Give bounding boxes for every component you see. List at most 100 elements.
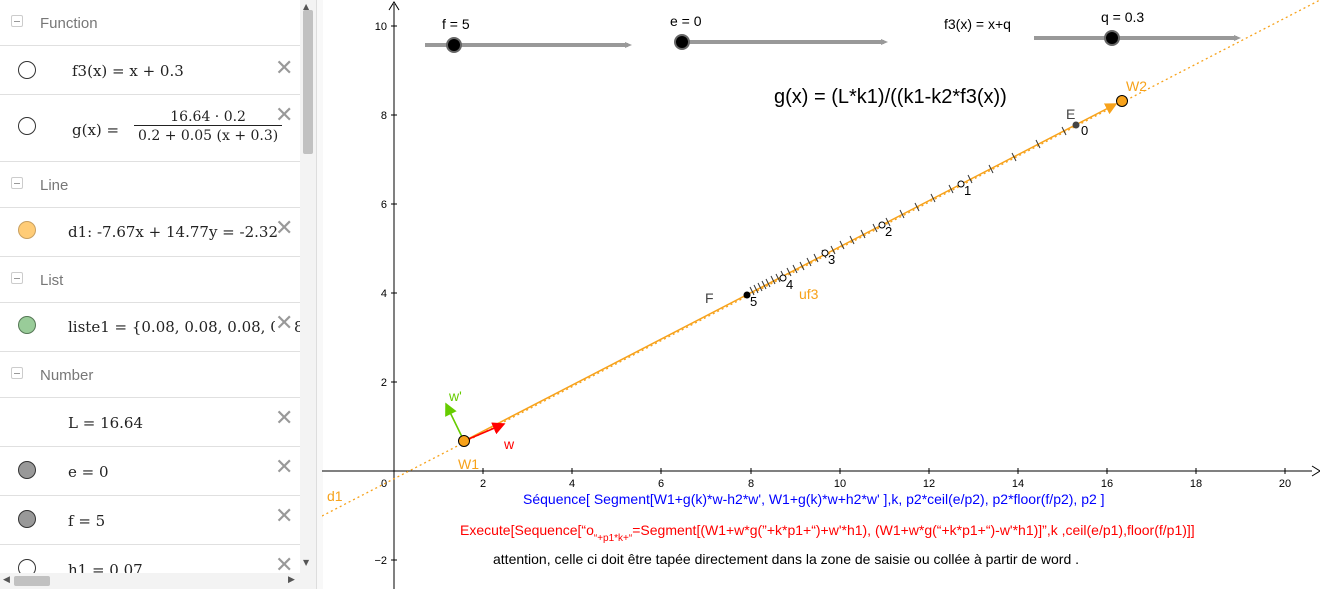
x-axis-ticks <box>482 468 1286 474</box>
y-axis-ticks <box>391 25 397 561</box>
collapse-toggle-icon[interactable] <box>11 367 23 379</box>
point-W1[interactable] <box>458 435 470 447</box>
algebra-row-g[interactable]: g(x) = 16.64 · 0.2 0.2 + 0.05 (x + 0.3) … <box>0 95 300 162</box>
delete-icon[interactable]: ✕ <box>275 455 294 480</box>
delete-icon[interactable]: ✕ <box>275 311 294 336</box>
x-tick-label: 6 <box>658 478 664 490</box>
fraction-numerator: 16.64 · 0.2 <box>170 109 246 125</box>
attention-note-text: attention, celle ci doit être tapée dire… <box>493 551 1079 567</box>
point-label-E: E <box>1066 106 1075 122</box>
category-label: Function <box>40 15 98 32</box>
collapse-toggle-icon[interactable] <box>11 15 23 27</box>
delete-icon[interactable]: ✕ <box>275 216 294 241</box>
y-tick-label: 8 <box>381 110 387 122</box>
delete-icon[interactable]: ✕ <box>275 504 294 529</box>
point-label-W2: W2 <box>1126 78 1147 94</box>
marker-label: 2 <box>885 224 892 239</box>
fraction-denominator: 0.2 + 0.05 (x + 0.3) <box>134 125 283 144</box>
slider-f[interactable]: f = 5 <box>425 16 632 53</box>
line-label-d1: d1 <box>327 488 343 504</box>
y-tick-label: 2 <box>381 377 387 389</box>
slider-label: f = 5 <box>442 16 470 32</box>
vector-uf3[interactable] <box>463 103 1118 442</box>
point-label-W1: W1 <box>458 456 479 472</box>
graphics-view[interactable]: 0 2 4 6 8 10 12 14 16 18 20 10 8 6 4 2 −… <box>322 0 1320 589</box>
visibility-toggle-icon[interactable] <box>18 221 36 239</box>
algebra-view: Function f3(x) = x + 0.3 ✕ g(x) = 16.64 … <box>0 0 300 589</box>
delete-icon[interactable]: ✕ <box>275 56 294 81</box>
category-list[interactable]: List <box>0 257 300 303</box>
sequence-command-text: Séquence[ Segment[W1+g(k)*w-h2*w', W1+g(… <box>523 491 1105 507</box>
algebra-row-d1[interactable]: d1: -7.67x + 14.77y = -2.32 ✕ <box>0 208 300 257</box>
scroll-up-icon[interactable]: ▲ <box>303 2 310 11</box>
delete-icon[interactable]: ✕ <box>275 103 294 128</box>
marker-point[interactable] <box>878 221 886 229</box>
category-label: Line <box>40 177 69 194</box>
visibility-toggle-icon[interactable] <box>18 316 36 334</box>
algebra-row-e[interactable]: e = 0 ✕ <box>0 447 300 496</box>
definition-g-prefix[interactable]: g(x) = <box>72 121 120 139</box>
x-tick-label: 0 <box>381 478 387 490</box>
x-tick-label: 4 <box>569 478 575 490</box>
algebra-horizontal-scrollbar[interactable]: ◀ ▶ <box>0 573 300 589</box>
definition-liste1[interactable]: liste1 = {0.08, 0.08, 0.08, 0.08 <box>68 318 300 336</box>
marker-point[interactable] <box>821 249 829 257</box>
delete-icon[interactable]: ✕ <box>275 553 294 578</box>
x-tick-label: 18 <box>1190 478 1202 490</box>
vector-w[interactable] <box>463 422 506 442</box>
marker-point[interactable] <box>957 180 965 188</box>
algebra-row-f3[interactable]: f3(x) = x + 0.3 ✕ <box>0 46 300 95</box>
slider-handle[interactable] <box>674 34 690 50</box>
scroll-thumb[interactable] <box>303 10 313 154</box>
category-label: Number <box>40 367 94 384</box>
formula-text: g(x) = (L*k1)/((k1-k2*f3(x)) <box>774 86 1007 108</box>
algebra-row-L[interactable]: L = 16.64 ✕ <box>0 398 300 447</box>
definition-f[interactable]: f = 5 <box>68 512 106 530</box>
point-W2[interactable] <box>1116 95 1128 107</box>
view-divider[interactable] <box>316 0 323 589</box>
y-tick-label: 10 <box>375 21 387 33</box>
definition-L[interactable]: L = 16.64 <box>68 414 144 432</box>
scroll-right-icon[interactable]: ▶ <box>288 575 295 585</box>
x-tick-label: 12 <box>923 478 935 490</box>
definition-d1[interactable]: d1: -7.67x + 14.77y = -2.32 <box>68 223 278 241</box>
y-tick-label: 4 <box>381 288 387 300</box>
line-d1[interactable] <box>322 0 1320 517</box>
algebra-row-liste1[interactable]: liste1 = {0.08, 0.08, 0.08, 0.08 ✕ <box>0 303 300 352</box>
category-number[interactable]: Number <box>0 352 300 398</box>
segment-hatch-marks <box>749 126 1067 296</box>
collapse-toggle-icon[interactable] <box>11 177 23 189</box>
visibility-toggle-icon[interactable] <box>18 61 36 79</box>
slider-label: q = 0.3 <box>1101 9 1144 25</box>
x-tick-label: 16 <box>1101 478 1113 490</box>
category-function[interactable]: Function <box>0 0 300 46</box>
scroll-left-icon[interactable]: ◀ <box>3 575 10 585</box>
y-axis <box>388 1 400 589</box>
point-F[interactable] <box>743 291 751 299</box>
scroll-down-icon[interactable]: ▼ <box>303 558 310 567</box>
y-tick-label: −2 <box>374 555 387 567</box>
algebra-vertical-scrollbar[interactable]: ▲ ▼ <box>300 0 316 589</box>
definition-e[interactable]: e = 0 <box>68 463 109 481</box>
definition-f3[interactable]: f3(x) = x + 0.3 <box>72 62 184 80</box>
scroll-thumb[interactable] <box>14 576 50 586</box>
slider-e[interactable]: e = 0 <box>670 13 888 50</box>
marker-label: 1 <box>964 183 971 198</box>
vector-label-w-prime: w' <box>448 388 462 404</box>
category-line[interactable]: Line <box>0 162 300 208</box>
slider-handle[interactable] <box>446 37 462 53</box>
visibility-toggle-icon[interactable] <box>18 510 36 528</box>
visibility-toggle-icon[interactable] <box>18 461 36 479</box>
marker-point[interactable] <box>779 274 787 282</box>
definition-g-fraction[interactable]: 16.64 · 0.2 0.2 + 0.05 (x + 0.3) <box>134 109 283 144</box>
algebra-row-f[interactable]: f = 5 ✕ <box>0 496 300 545</box>
delete-icon[interactable]: ✕ <box>275 406 294 431</box>
execute-text-part: Execute[Sequence[“o <box>460 522 594 538</box>
vector-w-prime[interactable] <box>445 402 465 442</box>
slider-q[interactable]: q = 0.3 <box>1034 9 1241 46</box>
slider-handle[interactable] <box>1104 30 1120 46</box>
collapse-toggle-icon[interactable] <box>11 272 23 284</box>
marker-label: 0 <box>1081 123 1088 138</box>
point-E[interactable] <box>1072 121 1080 129</box>
visibility-toggle-icon[interactable] <box>18 117 36 135</box>
